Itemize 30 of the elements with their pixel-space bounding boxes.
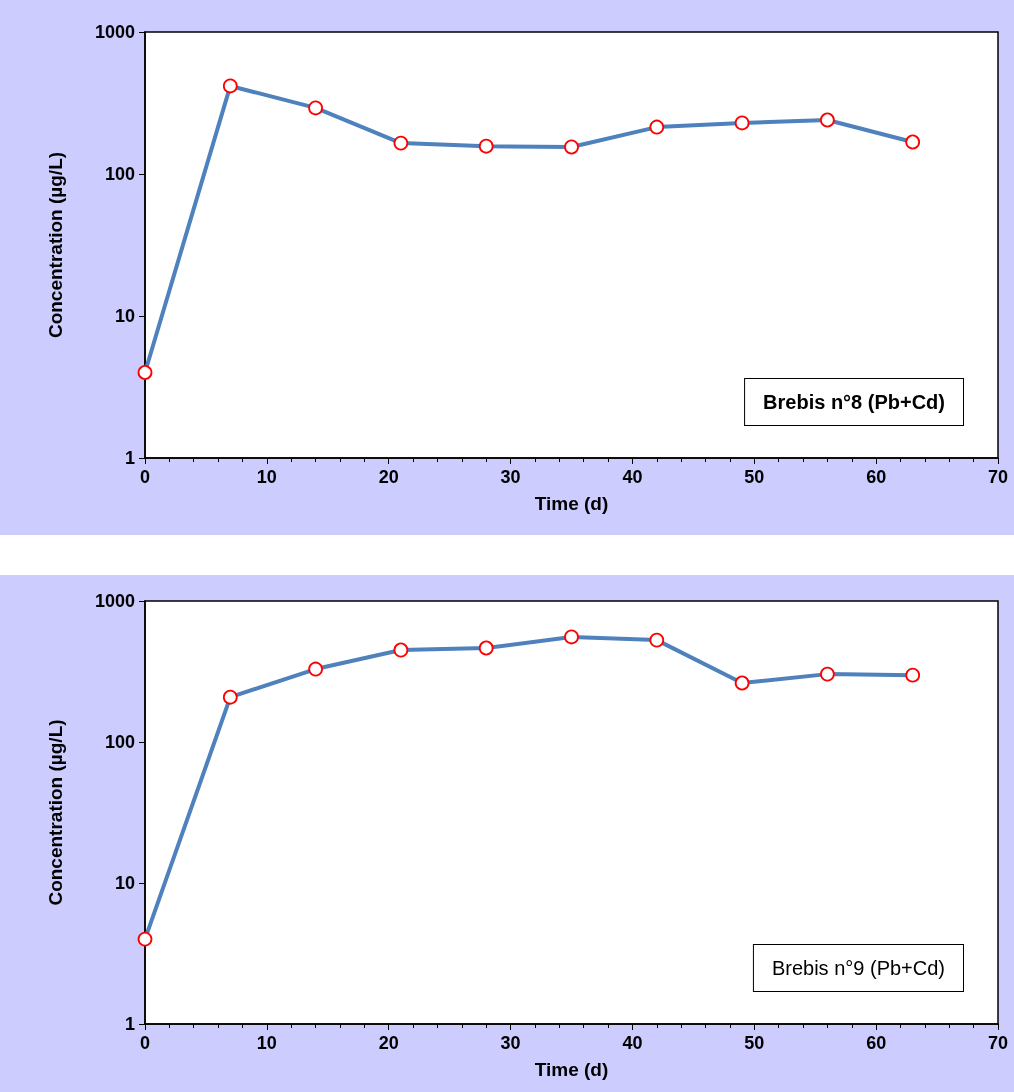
x-tick-label: 60 [866,1033,887,1053]
y-axis-title: Concentration (µg/L) [45,719,66,906]
y-tick-label: 10 [114,306,135,326]
y-tick-label: 100 [104,164,135,184]
x-tick-label: 0 [139,467,151,487]
x-tick-label: 70 [987,1033,1009,1053]
annotation: Brebis n°9 (Pb+Cd) [771,957,945,979]
x-tick-label: 60 [866,467,887,487]
y-tick-label: 100 [104,732,135,752]
x-tick-label: 40 [622,1033,643,1053]
y-tick-label: 10 [114,873,135,893]
y-tick-label: 1000 [94,22,135,42]
x-tick-label: 10 [256,1033,277,1053]
x-tick-label: 30 [500,467,521,487]
x-tick-label: 20 [378,467,399,487]
x-tick-label: 30 [500,1033,521,1053]
x-tick-label: 20 [378,1033,399,1053]
x-axis-title: Time (d) [534,493,609,514]
x-tick-label: 10 [256,467,277,487]
x-tick-label: 50 [744,1033,765,1053]
y-tick-label: 1000 [94,591,135,611]
y-axis-title: Concentration (µg/L) [45,151,66,339]
x-axis-title: Time (d) [534,1059,609,1080]
y-tick-label: 1 [124,448,135,468]
annotation: Brebis n°8 (Pb+Cd) [763,391,946,413]
x-tick-label: 40 [622,467,643,487]
x-tick-label: 0 [139,1033,151,1053]
y-tick-label: 1 [124,1014,135,1034]
x-tick-label: 70 [987,467,1009,487]
x-tick-label: 50 [744,467,765,487]
